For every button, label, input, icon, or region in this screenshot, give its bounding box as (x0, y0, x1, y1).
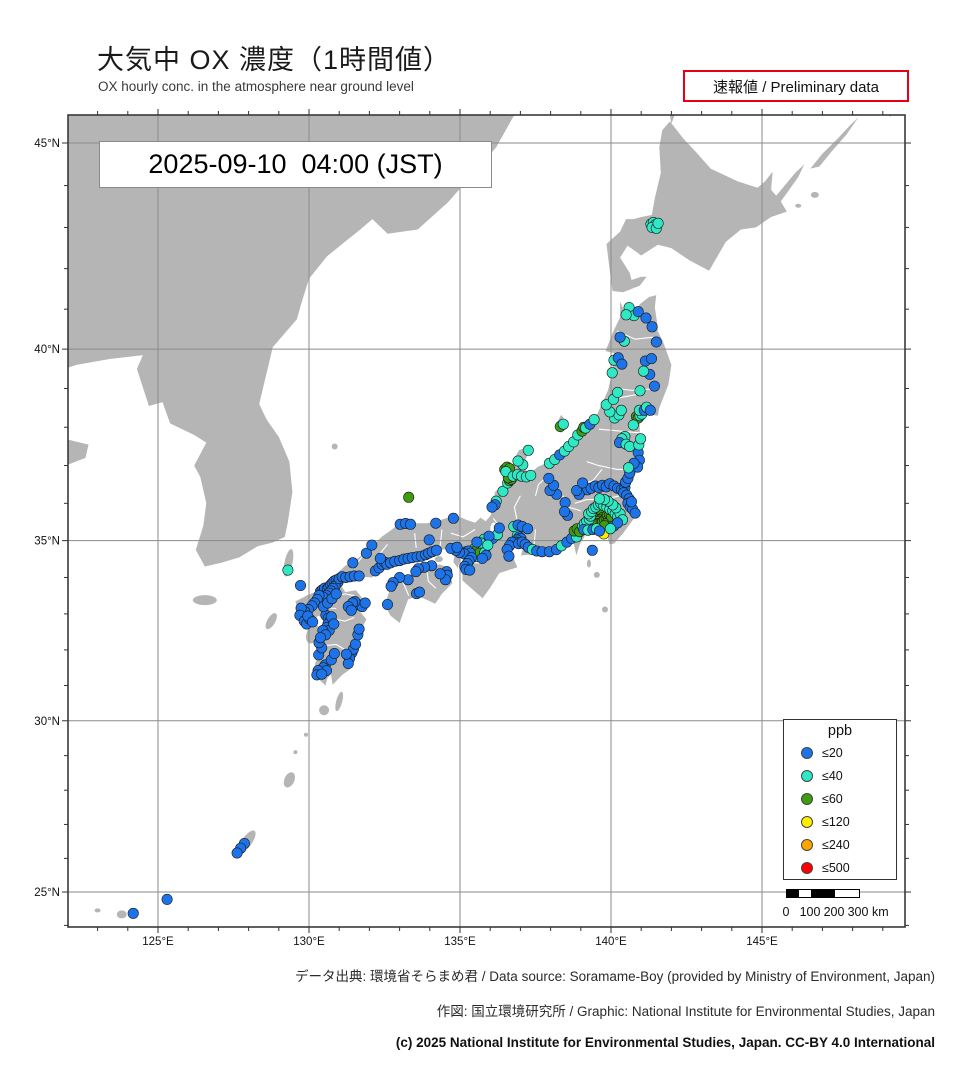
data-source-credit: データ出典: 環境省そらまめ君 / Data source: Soramame-… (295, 969, 935, 984)
legend-item-le40: ≤40 (784, 764, 896, 787)
scale-label-0: 0 (782, 905, 790, 919)
scale-label-100: 100 (799, 905, 821, 919)
axis-labels: 45°N 40°N 35°N 30°N 25°N 125°E 130°E 135°E 140°E… (34, 138, 778, 948)
station-dots (127, 217, 664, 919)
svg-text:125°E: 125°E (142, 936, 174, 948)
svg-text:135°E: 135°E (444, 936, 476, 948)
map-layers (68, 115, 905, 927)
svg-text:25°N: 25°N (34, 887, 60, 899)
svg-text:30°N: 30°N (34, 716, 60, 728)
scale-label-300: 300 (847, 905, 869, 919)
svg-text:140°E: 140°E (595, 936, 627, 948)
svg-text:35°N: 35°N (34, 536, 60, 548)
scale-seg (811, 890, 835, 897)
legend-item-le500: ≤500 (784, 856, 896, 879)
scale-seg (799, 890, 811, 897)
graphic-credit: 作図: 国立環境研究所 / Graphic: National Institut… (436, 1004, 935, 1019)
preliminary-data-badge: 速報値 / Preliminary data (683, 70, 909, 102)
green-dot-icon (801, 792, 813, 805)
legend-item-le20: ≤20 (784, 741, 896, 764)
scale-seg (787, 890, 799, 897)
svg-text:130°E: 130°E (293, 936, 325, 948)
timestamp-box: 2025-09-10 04:00 (JST) (99, 141, 492, 188)
map-frame (67, 114, 906, 928)
svg-text:45°N: 45°N (34, 138, 60, 150)
page-subtitle: OX hourly conc. in the atmosphere near g… (98, 79, 414, 94)
copyright-license: (c) 2025 National Institute for Environm… (395, 1035, 935, 1050)
footer: データ出典: 環境省そらまめ君 / Data source: Soramame-… (0, 965, 935, 1065)
blue-dot-icon (801, 746, 813, 759)
legend-title: ppb (827, 723, 853, 739)
scale-bar (786, 889, 860, 898)
svg-text:145°E: 145°E (746, 936, 778, 948)
page-title: 大気中 OX 濃度（1時間値） (97, 45, 452, 75)
legend-item-le120: ≤120 (784, 810, 896, 833)
scale-label-200: 200 (823, 905, 845, 919)
red-dot-icon (801, 861, 813, 874)
legend-item-le60: ≤60 (784, 787, 896, 810)
svg-text:40°N: 40°N (34, 344, 60, 356)
legend: ppb ≤20 ≤40 ≤60 ≤120 ≤240 ≤500 (783, 719, 897, 880)
orange-dot-icon (801, 838, 813, 851)
yellow-dot-icon (801, 815, 813, 828)
cyan-dot-icon (801, 769, 813, 782)
legend-item-le240: ≤240 (784, 833, 896, 856)
scale-seg (835, 890, 859, 897)
scale-unit: km (872, 905, 889, 919)
tick-marks (62, 109, 911, 933)
